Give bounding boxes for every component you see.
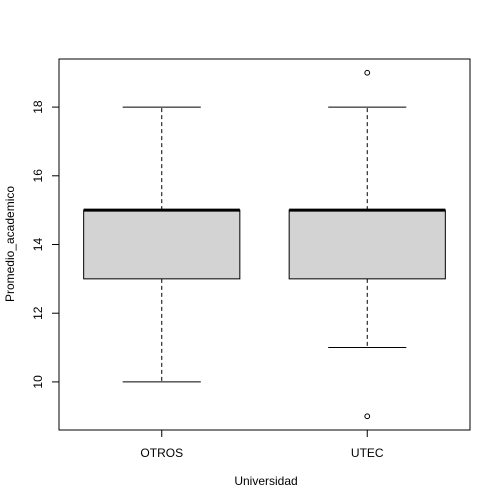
box-iqr <box>288 209 446 280</box>
x-tick-label: UTEC <box>351 446 384 460</box>
y-tick-label: 10 <box>31 375 45 389</box>
x-axis: OTROS UTEC <box>140 429 384 460</box>
y-axis: 10 12 14 16 18 <box>31 100 60 389</box>
outlier-point <box>364 69 371 76</box>
boxes-layer <box>83 69 446 420</box>
box-iqr <box>83 209 241 280</box>
y-tick-label: 14 <box>31 238 45 252</box>
x-axis-label: Universidad <box>234 474 297 488</box>
outlier-point <box>364 413 371 420</box>
y-axis-label: Promedio_academico <box>3 186 17 302</box>
y-tick-label: 18 <box>31 100 45 114</box>
y-tick-label: 16 <box>31 169 45 183</box>
x-tick-label: OTROS <box>140 446 183 460</box>
box-group-otros <box>83 106 241 383</box>
y-tick-label: 12 <box>31 306 45 320</box>
box-group-utec <box>288 69 446 420</box>
